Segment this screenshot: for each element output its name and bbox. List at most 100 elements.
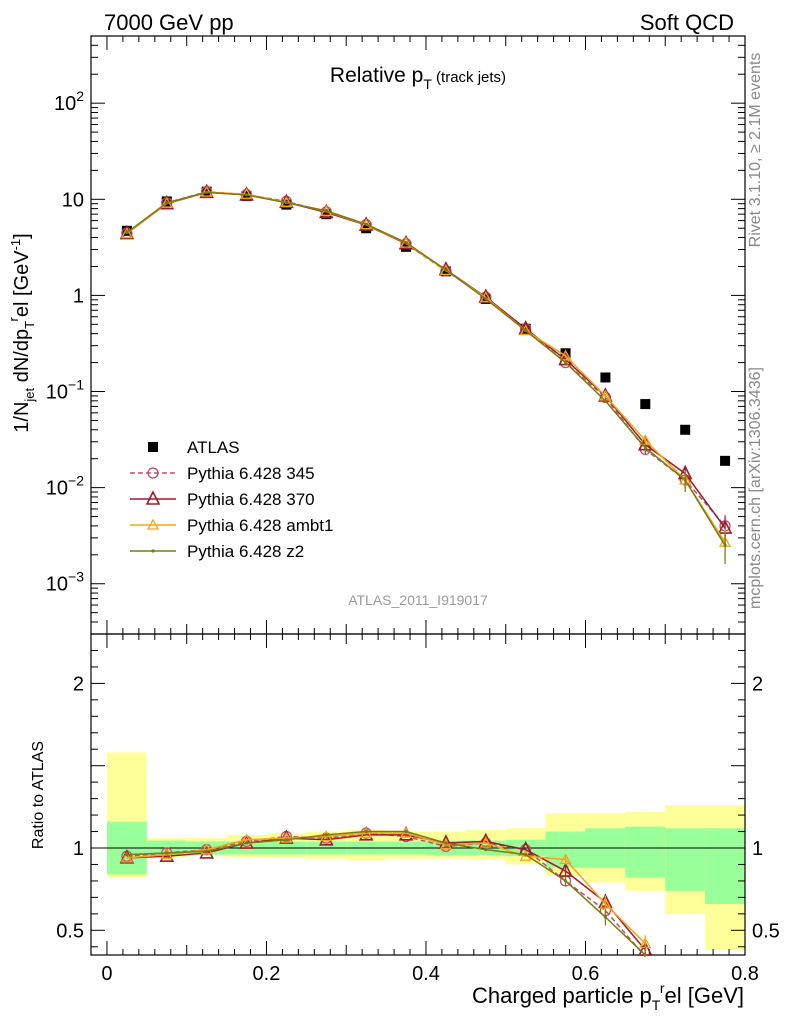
main-point-4-10 xyxy=(524,329,528,333)
main-title: Relative pT (track jets) xyxy=(330,64,506,92)
ratio-point-2-5 xyxy=(320,830,333,842)
main-point-0-4 xyxy=(281,199,292,210)
main-y-tick-label-0: 10−3 xyxy=(46,569,84,596)
ratio-point-3-2 xyxy=(205,849,209,853)
band-inner-15 xyxy=(705,828,745,904)
ratio-point-3-9 xyxy=(484,848,488,852)
rivet-version-label: Rivet 3.1.10, ≥ 2.1M events xyxy=(747,53,764,248)
ratio-point-1-4 xyxy=(279,829,294,844)
ratio-y-tick-label-right-0: 0.5 xyxy=(752,920,780,942)
legend-label-1: Pythia 6.428 345 xyxy=(187,464,315,483)
band-inner-13 xyxy=(625,826,666,878)
legend-marker-4 xyxy=(151,549,155,553)
main-point-0-0 xyxy=(121,225,132,236)
main-series-1 xyxy=(121,186,731,541)
main-point-4-12 xyxy=(603,399,608,403)
main-point-4-15 xyxy=(723,543,727,548)
main-plot-area: 10−3 10−2 10−1 1 10 102 xyxy=(46,35,746,635)
main-point-3-0 xyxy=(120,227,133,239)
x-tick-label-0: 0 xyxy=(101,963,112,985)
ratio-y-tick-label-1: 1 xyxy=(73,838,84,860)
main-y-tick-label-2: 10−1 xyxy=(46,377,84,404)
main-y-tick-label-3: 1 xyxy=(73,285,84,307)
main-point-0-12 xyxy=(600,372,611,383)
main-point-4-6 xyxy=(364,222,368,226)
ratio-series-3 xyxy=(125,829,647,957)
legend-label-2: Pythia 6.428 370 xyxy=(187,490,315,509)
main-point-4-0 xyxy=(125,231,129,235)
ratio-y-tick-label-0: 0.5 xyxy=(56,920,84,942)
ratio-series-2 xyxy=(120,826,652,952)
main-y-label: 1/Njet dN/dpTrel [GeV-1] xyxy=(6,233,37,432)
ratio-point-2-11 xyxy=(559,853,572,865)
legend-item-2: Pythia 6.428 370 xyxy=(130,490,315,509)
ratio-point-3-5 xyxy=(324,833,328,837)
legend-item-3: Pythia 6.428 ambt1 xyxy=(130,516,333,535)
ratio-point-2-1 xyxy=(160,848,173,860)
legend-marker-2 xyxy=(145,490,161,505)
legend-label-3: Pythia 6.428 ambt1 xyxy=(187,516,333,535)
main-point-4-11 xyxy=(563,360,568,365)
legend-marker-3 xyxy=(146,518,160,530)
ratio-point-3-12 xyxy=(603,915,608,919)
ratio-point-3-0 xyxy=(125,852,129,857)
main-y-tick-label-1: 10−2 xyxy=(46,473,84,500)
ratio-point-1-5 xyxy=(318,830,334,846)
x-tick-label-4: 0.8 xyxy=(731,963,759,985)
ratio-y-tick-label-2: 2 xyxy=(73,673,84,695)
main-point-4-9 xyxy=(484,297,488,301)
ratio-frame xyxy=(90,633,746,956)
legend-item-0: ATLAS xyxy=(148,438,240,457)
main-y-tick-label-4: 10 xyxy=(62,189,84,211)
main-point-3-10 xyxy=(519,324,532,336)
main-point-4-8 xyxy=(444,268,448,272)
main-y-tick-label-5: 102 xyxy=(54,88,84,115)
ratio-point-3-1 xyxy=(165,851,169,855)
x-tick-label-2: 0.4 xyxy=(412,963,440,985)
ratio-point-3-7 xyxy=(404,829,408,834)
svg-text:Ratio to ATLAS: Ratio to ATLAS xyxy=(30,741,47,849)
ratio-point-2-4 xyxy=(280,831,293,843)
main-point-0-14 xyxy=(680,424,691,435)
ratio-point-2-6 xyxy=(360,826,373,838)
legend: ATLAS Pythia 6.428 345 Pythia 6.428 370 Pyt… xyxy=(130,438,333,561)
ratio-point-3-8 xyxy=(444,841,448,845)
main-point-4-14 xyxy=(683,478,687,482)
ratio-point-3-4 xyxy=(284,838,289,842)
main-point-4-5 xyxy=(324,209,328,213)
svg-text:1/Njet dN/dpTrel [GeV-1]: 1/Njet dN/dpTrel [GeV-1] xyxy=(6,233,37,432)
main-point-4-3 xyxy=(244,193,249,197)
legend-item-1: Pythia 6.428 345 xyxy=(130,464,315,483)
x-ticks: 0 0.2 0.4 0.6 0.8 xyxy=(101,36,759,985)
header-left: 7000 GeV pp xyxy=(104,10,234,35)
main-point-4-1 xyxy=(165,201,169,205)
main-point-2-0 xyxy=(119,224,135,240)
legend-marker-0 xyxy=(148,442,158,452)
main-series-0 xyxy=(121,186,731,466)
x-axis-label: Charged particle pTrel [GeV] xyxy=(472,980,744,1013)
legend-label-0: ATLAS xyxy=(187,438,240,457)
main-y-ticks: 10−3 10−2 10−1 1 10 102 xyxy=(46,35,745,635)
main-point-0-15 xyxy=(720,455,731,466)
ratio-plot-area: 0 0.2 0.4 0.6 0.8 0.5 0.5 1 1 2 2 xyxy=(56,36,780,985)
ratio-point-3-10 xyxy=(524,852,528,857)
main-point-4-13 xyxy=(643,446,647,450)
main-point-3-2 xyxy=(200,185,213,197)
main-point-4-7 xyxy=(404,240,408,245)
ratio-point-2-2 xyxy=(200,843,213,855)
legend-marker-1 xyxy=(147,467,159,479)
ratio-y-tick-label-right-1: 1 xyxy=(752,838,763,860)
ratio-point-2-0 xyxy=(120,851,133,863)
x-tick-label-1: 0.2 xyxy=(253,963,281,985)
mcplots-label: mcplots.cern.ch [arXiv:1306.3436] xyxy=(747,367,764,609)
header-right: Soft QCD xyxy=(640,10,734,35)
ratio-point-2-12 xyxy=(599,897,612,909)
main-series-4 xyxy=(125,190,727,565)
ratio-point-3-13 xyxy=(643,953,647,957)
ratio-series-line-2 xyxy=(126,832,646,945)
ratio-y-ticks: 0.5 0.5 1 1 2 2 xyxy=(56,649,780,948)
ratio-series-line-1 xyxy=(126,834,646,951)
main-series-line-4 xyxy=(126,191,726,546)
ratio-point-2-9 xyxy=(479,836,492,848)
